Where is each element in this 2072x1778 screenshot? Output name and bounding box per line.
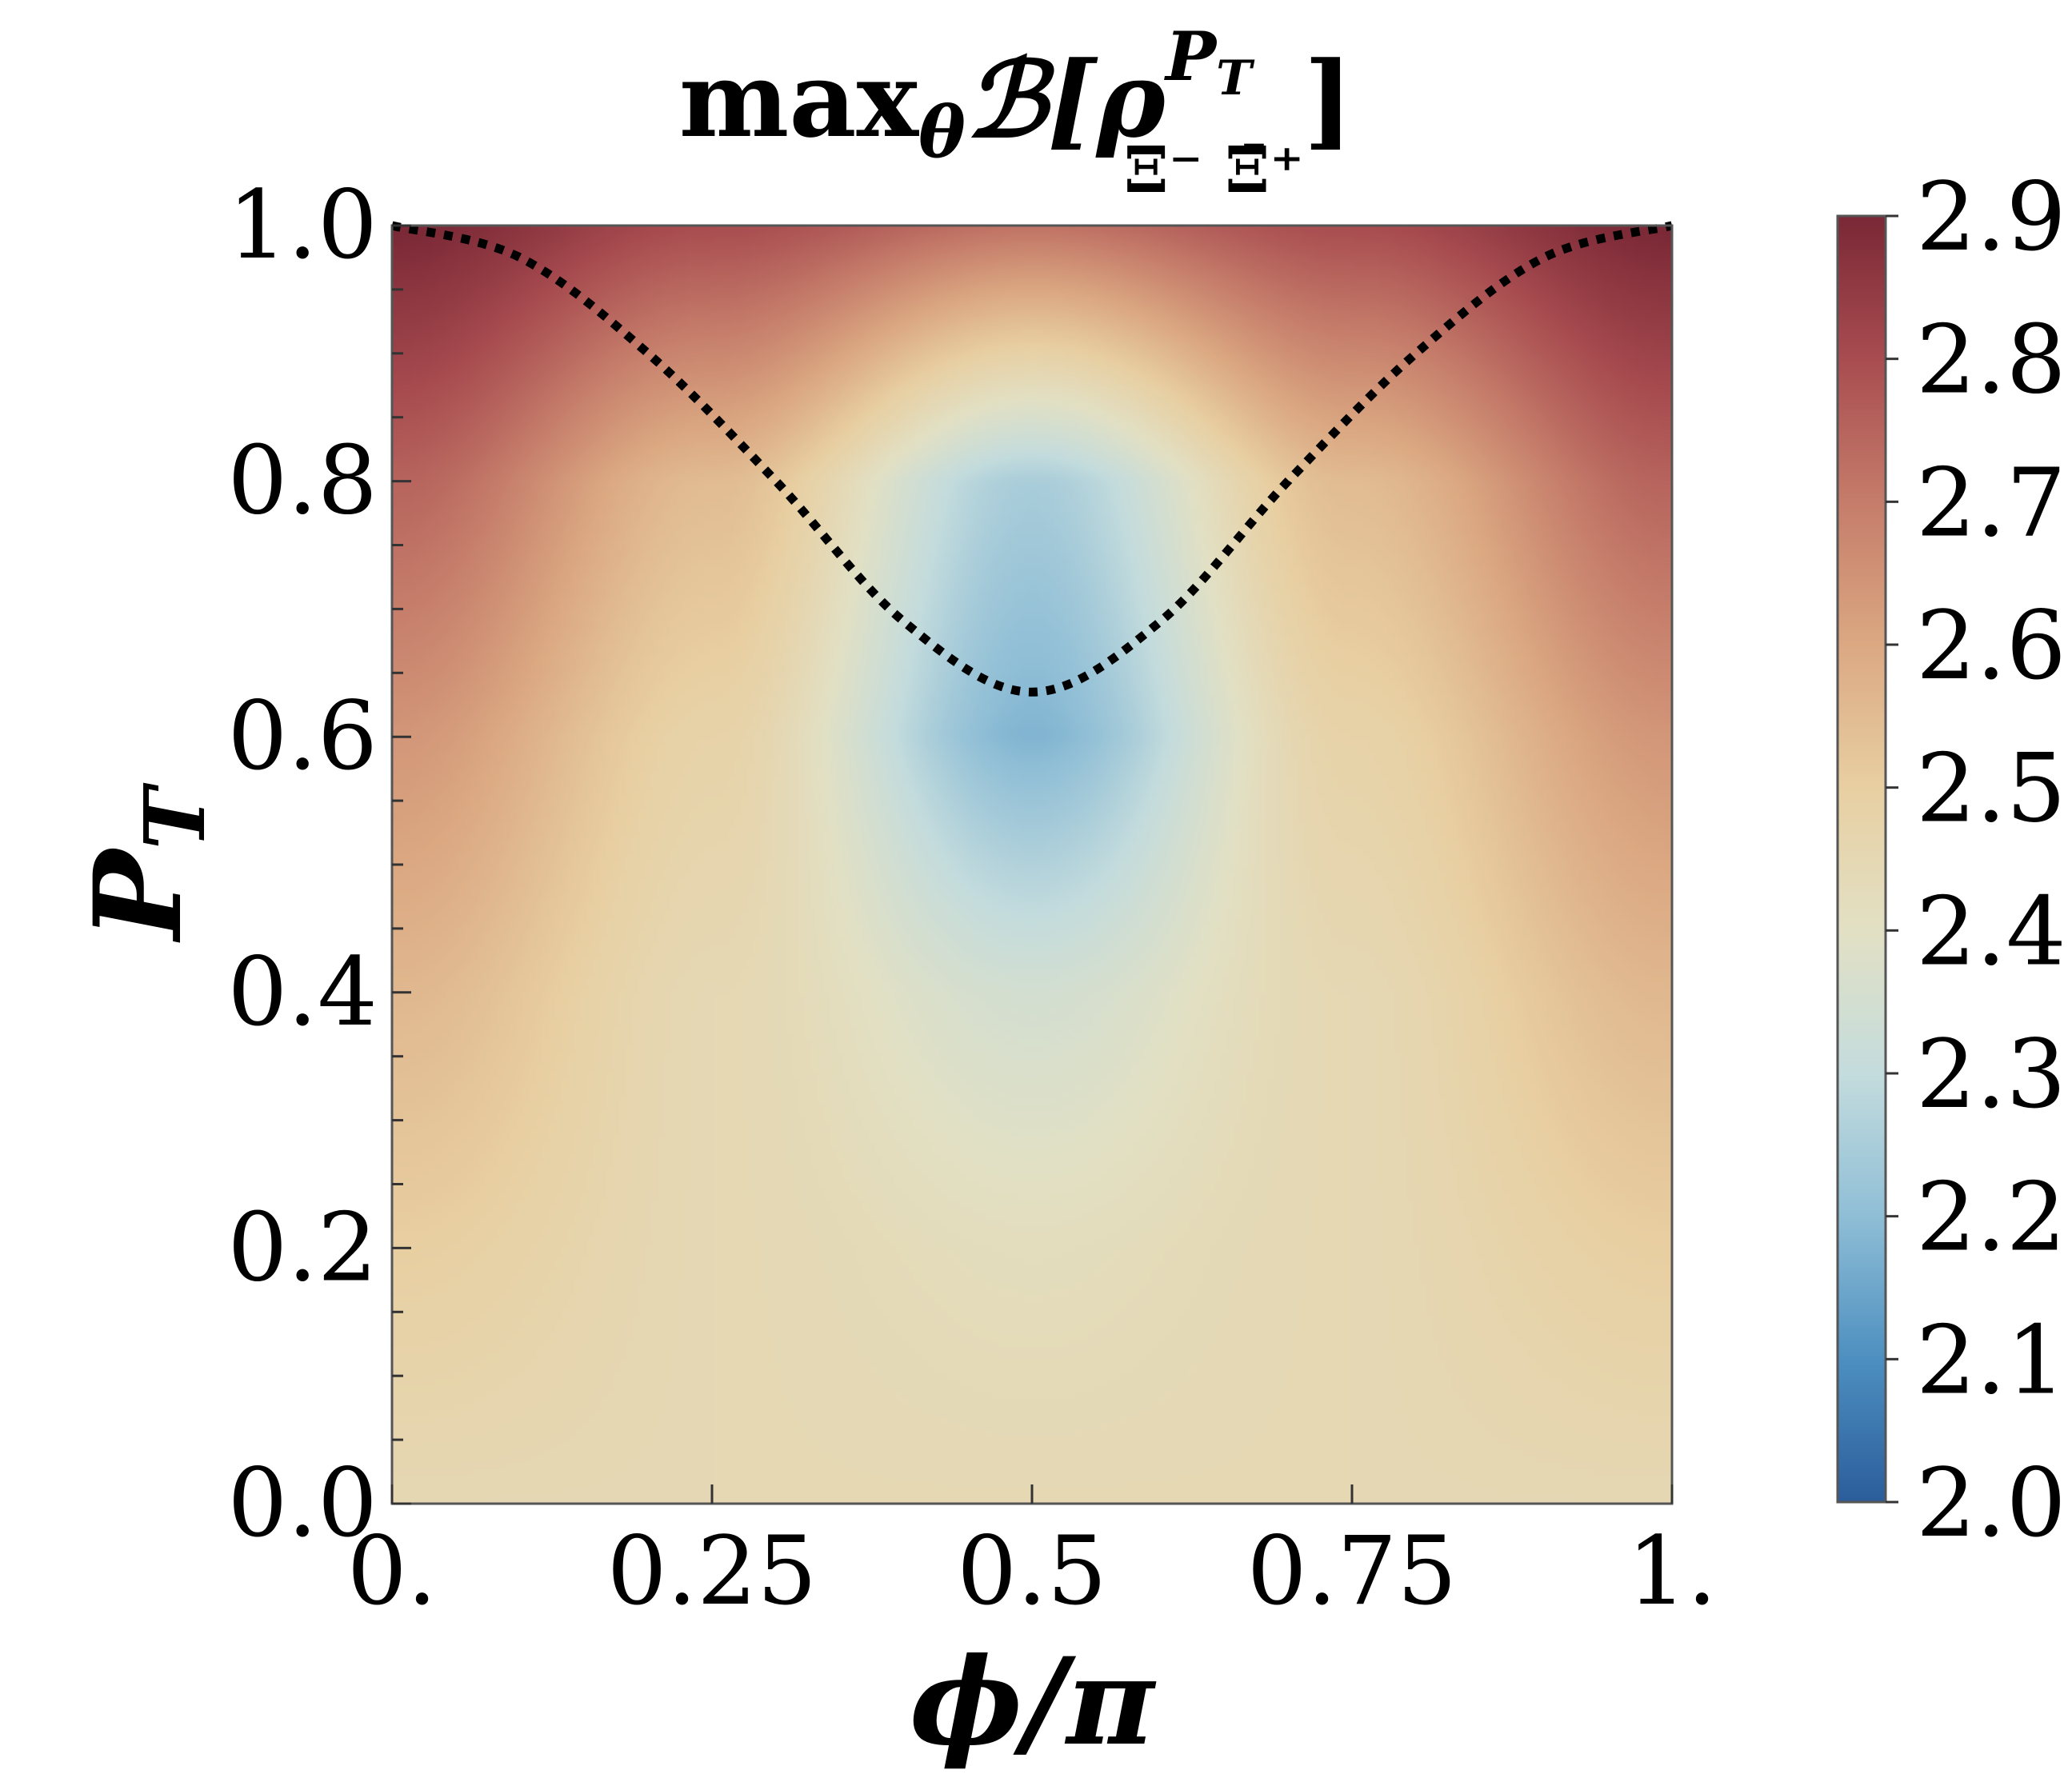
colorbar-ticks: 2.0 2.1 2.2 2.3 2.4 2.5 2.6 2.7 2.8 2.9: [1886, 162, 2066, 1558]
heatmap-image: [392, 226, 1672, 1504]
title-func: ℬ[: [966, 38, 1098, 161]
colorbar-tick-label: 2.9: [1916, 162, 2066, 272]
y-tick-label: 0.6: [227, 681, 378, 791]
dotted-curve: [390, 221, 1674, 697]
y-tick-label: 0.4: [227, 937, 378, 1047]
y-axis-label-main: P: [68, 846, 209, 943]
y-tick-label: 0.2: [227, 1192, 378, 1302]
x-tick-label: 0.5: [957, 1516, 1107, 1626]
y-axis-ticks: 0.0 0.2 0.4 0.6 0.8 1.0: [227, 170, 411, 1558]
title-close: ]: [1304, 38, 1354, 161]
chart-title: maxθℬ[ρPT Ξ⁻ Ξ̄⁺]: [679, 17, 1353, 207]
x-tick-label: 0.: [347, 1516, 438, 1626]
colorbar-tick-label: 2.8: [1916, 305, 2066, 415]
colorbar-tick-label: 2.6: [1916, 590, 2066, 701]
title-superscript: P: [1164, 17, 1218, 96]
heatmap-area: [392, 226, 1672, 1504]
y-axis-label-sub: T: [126, 782, 224, 849]
y-tick-label: 1.0: [227, 170, 378, 280]
x-axis-ticks: 0. 0.25 0.5 0.75 1.: [347, 1484, 1718, 1626]
colorbar-tick-label: 2.0: [1916, 1448, 2066, 1558]
title-max: max: [679, 38, 920, 161]
y-axis-label: PT: [68, 782, 224, 943]
title-superscript-sub: T: [1216, 50, 1255, 106]
title-subscript: Ξ⁻ Ξ̄⁺: [1124, 132, 1304, 207]
colorbar: [1836, 214, 1887, 1504]
colorbar-tick-label: 2.3: [1916, 1019, 2066, 1129]
colorbar-tick-label: 2.1: [1916, 1305, 2066, 1415]
y-tick-label: 0.0: [227, 1448, 378, 1558]
x-tick-label: 0.25: [607, 1516, 818, 1626]
title-rho: ρ: [1095, 38, 1166, 161]
colorbar-tick-label: 2.7: [1916, 447, 2066, 557]
x-axis-label: ϕ/π: [910, 1632, 1157, 1772]
colorbar-tick-label: 2.4: [1916, 876, 2066, 986]
title-theta: θ: [918, 90, 966, 174]
x-tick-label: 0.75: [1247, 1516, 1458, 1626]
y-tick-label: 0.8: [227, 426, 378, 536]
colorbar-tick-label: 2.5: [1916, 733, 2066, 844]
x-tick-label: 1.: [1627, 1516, 1718, 1626]
colorbar-tick-label: 2.2: [1916, 1162, 2066, 1273]
